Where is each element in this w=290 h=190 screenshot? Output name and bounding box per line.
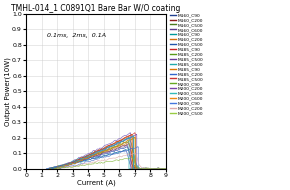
Legend: M160_C90, M160_C200, M160_C500, M160_C600, M160_C90, M160_C200, M160_C500, M185_: M160_C90, M160_C200, M160_C500, M160_C60… (170, 13, 204, 115)
Text: 0.1ms,  2ms,  0.1A: 0.1ms, 2ms, 0.1A (47, 32, 106, 37)
X-axis label: Current (A): Current (A) (77, 179, 115, 186)
Y-axis label: Output Power(10W): Output Power(10W) (4, 57, 11, 126)
Title: TMHL-014_1 C0891Q1 Bare Bar W/O coating: TMHL-014_1 C0891Q1 Bare Bar W/O coating (11, 4, 181, 13)
